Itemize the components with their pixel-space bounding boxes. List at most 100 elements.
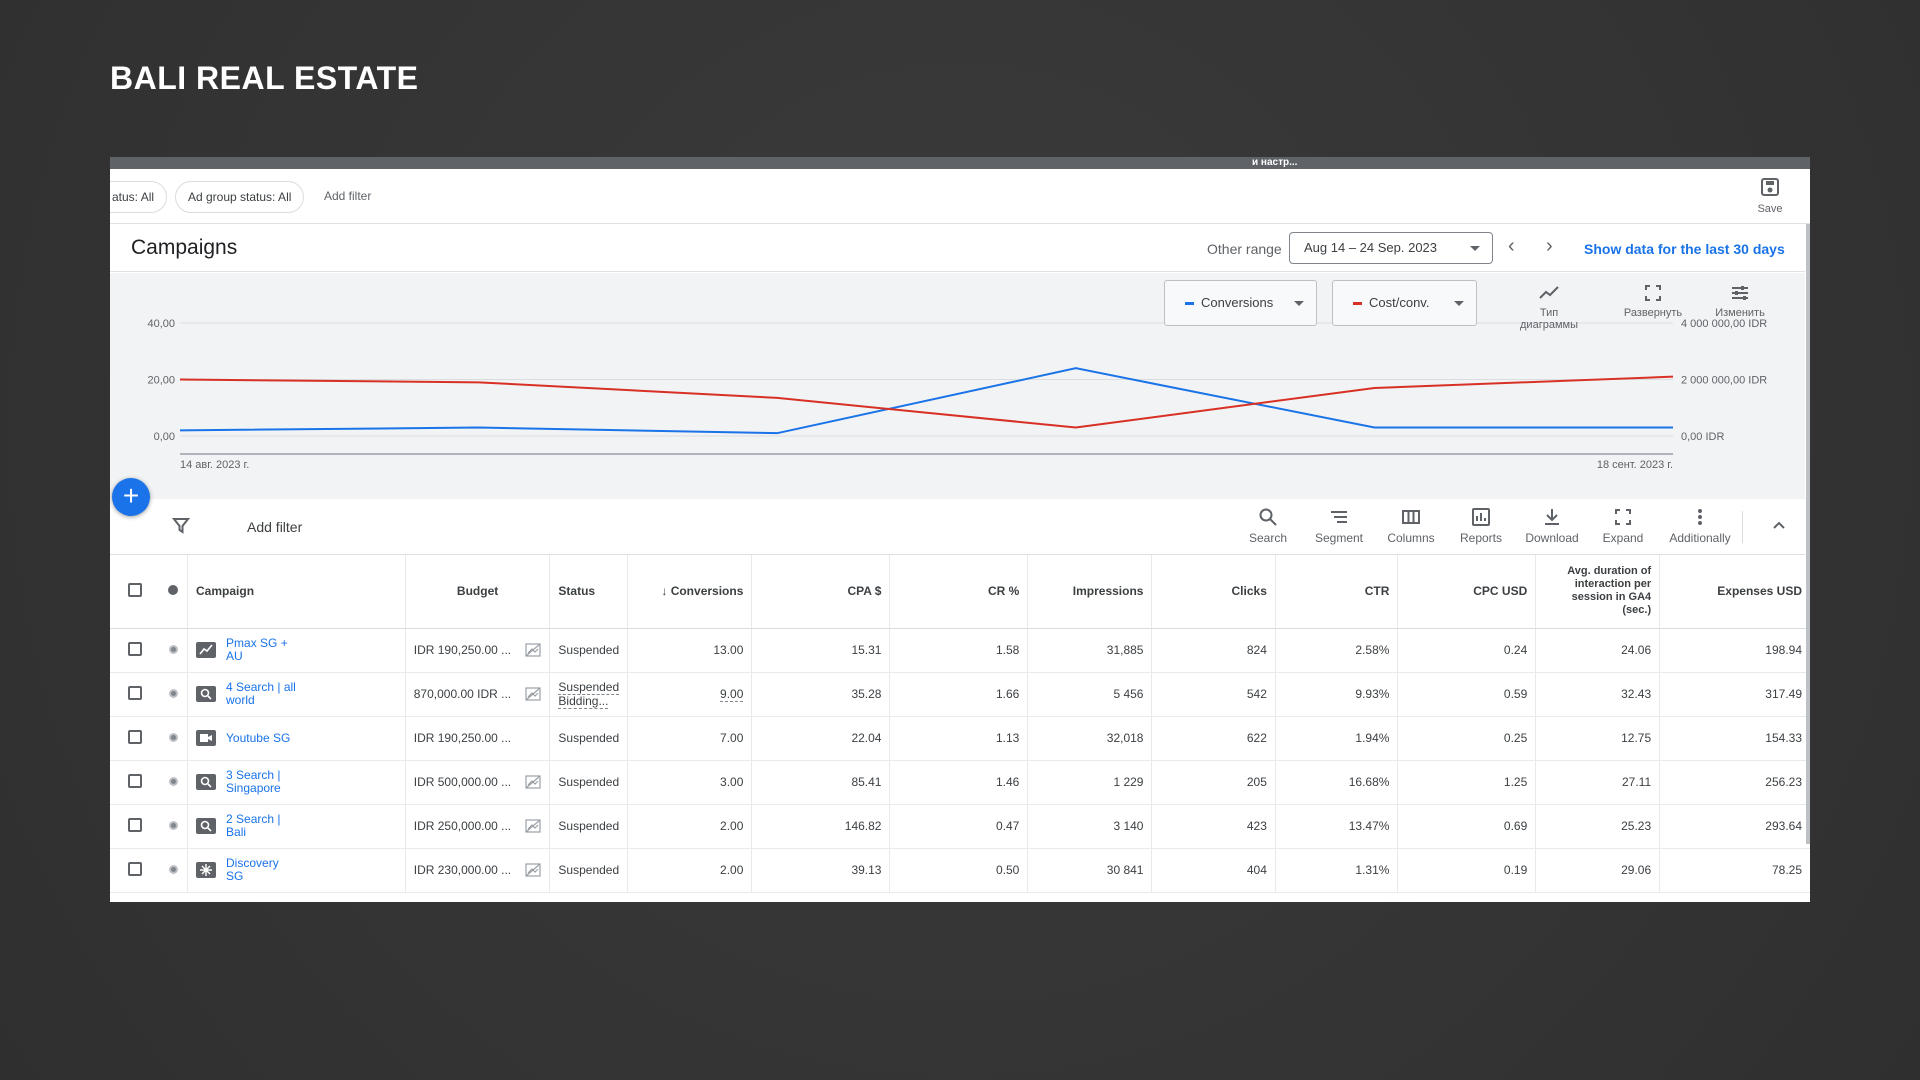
table-row[interactable]: Youtube SG IDR 190,250.00 ... Suspended … [110, 716, 1810, 761]
impressions-cell: 32,018 [1027, 716, 1153, 761]
campaign-link[interactable]: 3 Search | Singapore [226, 768, 281, 795]
row-status-cell [159, 628, 189, 673]
col-conversions[interactable]: ↓ Conversions [627, 555, 753, 629]
col-budget[interactable]: Budget [405, 555, 551, 629]
row-checkbox[interactable] [127, 729, 142, 744]
date-range-select[interactable]: Aug 14 – 24 Sep. 2023 [1289, 232, 1493, 264]
filter-icon[interactable] [171, 517, 191, 540]
campaign-link[interactable]: 4 Search | all world [226, 680, 296, 707]
metric-select-cost-conv[interactable]: Cost/conv. [1332, 280, 1477, 326]
status-value: Suspended [558, 775, 620, 789]
col-expenses[interactable]: Expenses USD [1659, 555, 1810, 629]
conversions-cell: 9.00 [627, 672, 753, 717]
metric-select-conversions[interactable]: Conversions [1164, 280, 1317, 326]
prev-period-button[interactable]: ‹ [1508, 235, 1515, 257]
chevron-up-icon[interactable] [1770, 517, 1788, 540]
table-row[interactable]: Pmax SG + AU IDR 190,250.00 ... Suspende… [110, 628, 1810, 673]
conversions-cell: 3.00 [627, 760, 753, 805]
add-campaign-button[interactable]: + [112, 478, 150, 516]
table-row[interactable]: 2 Search | Bali IDR 250,000.00 ... Suspe… [110, 804, 1810, 849]
cr-cell: 1.66 [889, 672, 1029, 717]
row-checkbox[interactable] [127, 861, 142, 876]
chart-type-label-1: Тип [1539, 307, 1559, 319]
filter-bar: atus: All Ad group status: All Add filte… [110, 169, 1810, 224]
col-conversions-label: Conversions [670, 584, 744, 599]
chart-type-button[interactable]: Тип диаграммы [1509, 285, 1589, 331]
row-checkbox[interactable] [127, 685, 142, 700]
col-ctr[interactable]: CTR [1275, 555, 1399, 629]
cr-cell: 1.13 [889, 716, 1029, 761]
campaign-link[interactable]: Pmax SG + AU [226, 636, 288, 663]
toolbar-expand-button[interactable]: Expand [1588, 507, 1658, 545]
row-checkbox[interactable] [127, 773, 142, 788]
add-filter-link[interactable]: Add filter [324, 189, 372, 203]
edit-chart-button[interactable]: Изменить [1700, 285, 1780, 319]
avg-duration-cell: 32.43 [1535, 672, 1661, 717]
budget-cell: 870,000.00 IDR ... [405, 672, 551, 717]
ctr-cell: 13.47% [1275, 804, 1399, 849]
toolbar-download-button[interactable]: Download [1517, 507, 1587, 545]
col-clicks[interactable]: Clicks [1151, 555, 1276, 629]
row-status-cell [159, 716, 189, 761]
expenses-cell: 256.23 [1659, 760, 1810, 805]
next-period-button[interactable]: › [1546, 235, 1553, 257]
table-toolbar: Add filter Search Segment Columns Report… [110, 499, 1805, 555]
col-campaign[interactable]: Campaign [187, 555, 406, 629]
toolbar-search-button[interactable]: Search [1233, 507, 1303, 545]
clicks-cell: 542 [1151, 672, 1276, 717]
ad-group-status-chip[interactable]: Ad group status: All [175, 181, 305, 213]
cpa-cell: 39.13 [751, 848, 891, 893]
table-row[interactable]: 3 Search | Singapore IDR 500,000.00 ... … [110, 760, 1810, 805]
campaign-link[interactable]: Discovery SG [226, 856, 279, 883]
performance-max-icon [196, 642, 217, 658]
conversions-value: 2.00 [720, 819, 744, 833]
col-avg-duration[interactable]: Avg. duration of interaction per session… [1535, 555, 1661, 629]
col-impressions[interactable]: Impressions [1027, 555, 1153, 629]
toolbar-reports-button[interactable]: Reports [1446, 507, 1516, 545]
paused-status-icon [168, 821, 178, 830]
status-cell: Suspended [549, 848, 629, 893]
toolbar-segment-button[interactable]: Segment [1304, 507, 1374, 545]
cpa-cell: 35.28 [751, 672, 891, 717]
row-checkbox[interactable] [127, 641, 142, 656]
ctr-cell: 2.58% [1275, 628, 1399, 673]
more-vert-icon [1698, 509, 1702, 525]
col-cr[interactable]: CR % [889, 555, 1029, 629]
expand-chart-button[interactable]: Развернуть [1613, 285, 1693, 319]
conversions-value: 3.00 [720, 775, 744, 789]
other-range-label: Other range [1207, 241, 1282, 257]
campaign-status-chip[interactable]: atus: All [110, 181, 168, 213]
table-row[interactable]: 4 Search | all world 870,000.00 IDR ... … [110, 672, 1810, 717]
col-cpa[interactable]: CPA $ [751, 555, 891, 629]
status-value: Suspended [558, 863, 620, 877]
toolbar-columns-label: Columns [1387, 531, 1435, 545]
search-campaign-icon [196, 774, 217, 790]
table-row[interactable]: Discovery SG IDR 230,000.00 ... Suspende… [110, 848, 1810, 893]
toolbar-columns-button[interactable]: Columns [1376, 507, 1446, 545]
status-cell: Suspended [549, 628, 629, 673]
paused-status-icon [168, 777, 178, 786]
show-last-30-days-link[interactable]: Show data for the last 30 days [1584, 241, 1785, 257]
toolbar-more-button[interactable]: Additionally [1658, 507, 1742, 545]
discovery-campaign-icon [196, 862, 217, 878]
impressions-cell: 30 841 [1027, 848, 1153, 893]
save-button[interactable]: Save [1750, 177, 1790, 215]
col-cpc[interactable]: CPC USD [1397, 555, 1537, 629]
clicks-cell: 423 [1151, 804, 1276, 849]
scrollbar[interactable] [1806, 224, 1810, 844]
paused-status-icon [168, 645, 178, 654]
campaigns-table: Campaign Budget Status ↓ Conversions CPA… [110, 555, 1810, 893]
campaign-link[interactable]: 2 Search | Bali [226, 812, 281, 839]
campaign-cell: Youtube SG [187, 716, 406, 761]
col-status[interactable]: Status [549, 555, 629, 629]
conversions-cell: 13.00 [627, 628, 753, 673]
expenses-cell: 154.33 [1659, 716, 1810, 761]
row-select-cell [110, 716, 160, 761]
select-all-checkbox[interactable] [127, 582, 142, 597]
campaign-link[interactable]: Youtube SG [226, 730, 291, 745]
chart-type-label-2: диаграммы [1520, 319, 1578, 331]
toolbar-reports-label: Reports [1459, 531, 1503, 545]
add-filter-button[interactable]: Add filter [247, 519, 303, 535]
row-checkbox[interactable] [127, 817, 142, 832]
paused-status-icon [168, 689, 178, 698]
